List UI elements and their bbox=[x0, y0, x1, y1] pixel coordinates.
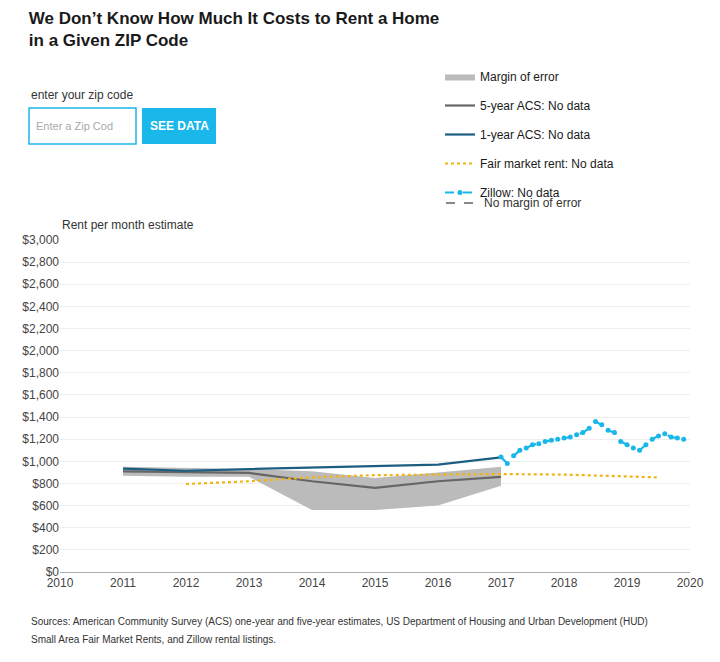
svg-text:$1,600: $1,600 bbox=[22, 388, 59, 402]
svg-text:2020: 2020 bbox=[677, 576, 704, 590]
svg-text:2011: 2011 bbox=[110, 576, 136, 590]
svg-text:$1,400: $1,400 bbox=[22, 410, 59, 424]
svg-text:2010: 2010 bbox=[47, 576, 74, 590]
svg-text:Sources: American Community Su: Sources: American Community Survey (ACS)… bbox=[31, 616, 648, 627]
svg-text:SEE DATA: SEE DATA bbox=[150, 119, 209, 133]
svg-text:No margin of error: No margin of error bbox=[484, 196, 581, 210]
svg-text:$2,200: $2,200 bbox=[22, 322, 59, 336]
svg-text:Zillow: No data: Zillow: No data bbox=[480, 186, 560, 200]
svg-text:2019: 2019 bbox=[614, 576, 641, 590]
svg-text:$1,200: $1,200 bbox=[22, 432, 59, 446]
svg-text:Enter a Zip Cod: Enter a Zip Cod bbox=[36, 120, 113, 132]
svg-text:Small Area Fair Market Rents,: Small Area Fair Market Rents, and Zillow… bbox=[31, 634, 276, 645]
svg-text:$0: $0 bbox=[46, 565, 60, 579]
svg-text:$1,000: $1,000 bbox=[22, 455, 59, 469]
svg-text:Margin of error: Margin of error bbox=[480, 70, 559, 84]
svg-text:5-year ACS: No data: 5-year ACS: No data bbox=[480, 99, 590, 113]
svg-text:1-year ACS: No data: 1-year ACS: No data bbox=[480, 128, 590, 142]
svg-text:$800: $800 bbox=[32, 477, 59, 491]
svg-text:$600: $600 bbox=[32, 499, 59, 513]
svg-text:$2,600: $2,600 bbox=[22, 277, 59, 291]
svg-text:2017: 2017 bbox=[488, 576, 515, 590]
svg-text:2013: 2013 bbox=[236, 576, 263, 590]
svg-text:$2,000: $2,000 bbox=[22, 344, 59, 358]
svg-text:$3,000: $3,000 bbox=[22, 233, 59, 247]
svg-text:2015: 2015 bbox=[362, 576, 389, 590]
svg-text:2016: 2016 bbox=[425, 576, 452, 590]
svg-text:Fair market rent: No data: Fair market rent: No data bbox=[480, 157, 614, 171]
svg-text:$400: $400 bbox=[32, 521, 59, 535]
svg-text:$2,400: $2,400 bbox=[22, 300, 59, 314]
svg-text:enter your zip code: enter your zip code bbox=[31, 88, 133, 102]
svg-text:$200: $200 bbox=[32, 543, 59, 557]
svg-text:$2,800: $2,800 bbox=[22, 255, 59, 269]
svg-text:We Don’t Know How Much It Cost: We Don’t Know How Much It Costs to Rent … bbox=[29, 9, 440, 50]
svg-text:$1,800: $1,800 bbox=[22, 366, 59, 380]
svg-text:Rent per month estimate: Rent per month estimate bbox=[62, 218, 194, 232]
svg-text:2012: 2012 bbox=[173, 576, 200, 590]
svg-text:2018: 2018 bbox=[551, 576, 578, 590]
svg-text:2014: 2014 bbox=[299, 576, 326, 590]
